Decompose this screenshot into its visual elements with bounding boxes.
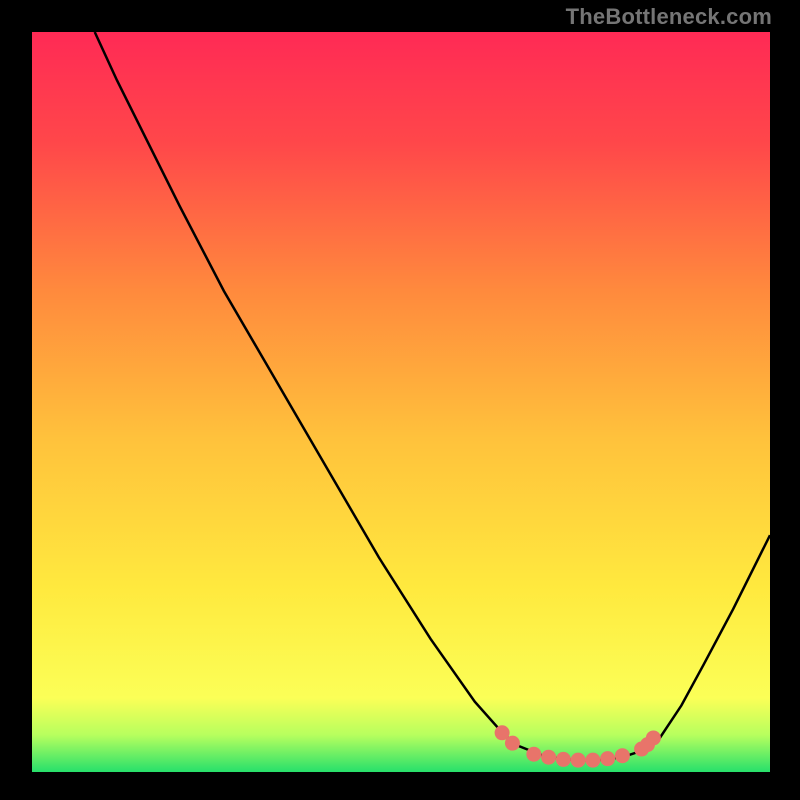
watermark-text: TheBottleneck.com (566, 4, 772, 30)
optimal-dot (556, 752, 571, 767)
optimal-dot (646, 730, 661, 745)
chart-frame: TheBottleneck.com (0, 0, 800, 800)
curve-layer (32, 32, 770, 772)
optimal-dot (571, 753, 586, 768)
bottleneck-curve (95, 32, 770, 761)
plot-area (32, 32, 770, 772)
optimal-dot (585, 753, 600, 768)
optimal-dot (615, 748, 630, 763)
optimal-dot (600, 751, 615, 766)
optimal-dot (526, 747, 541, 762)
optimal-dot (541, 750, 556, 765)
optimal-dot (505, 736, 520, 751)
